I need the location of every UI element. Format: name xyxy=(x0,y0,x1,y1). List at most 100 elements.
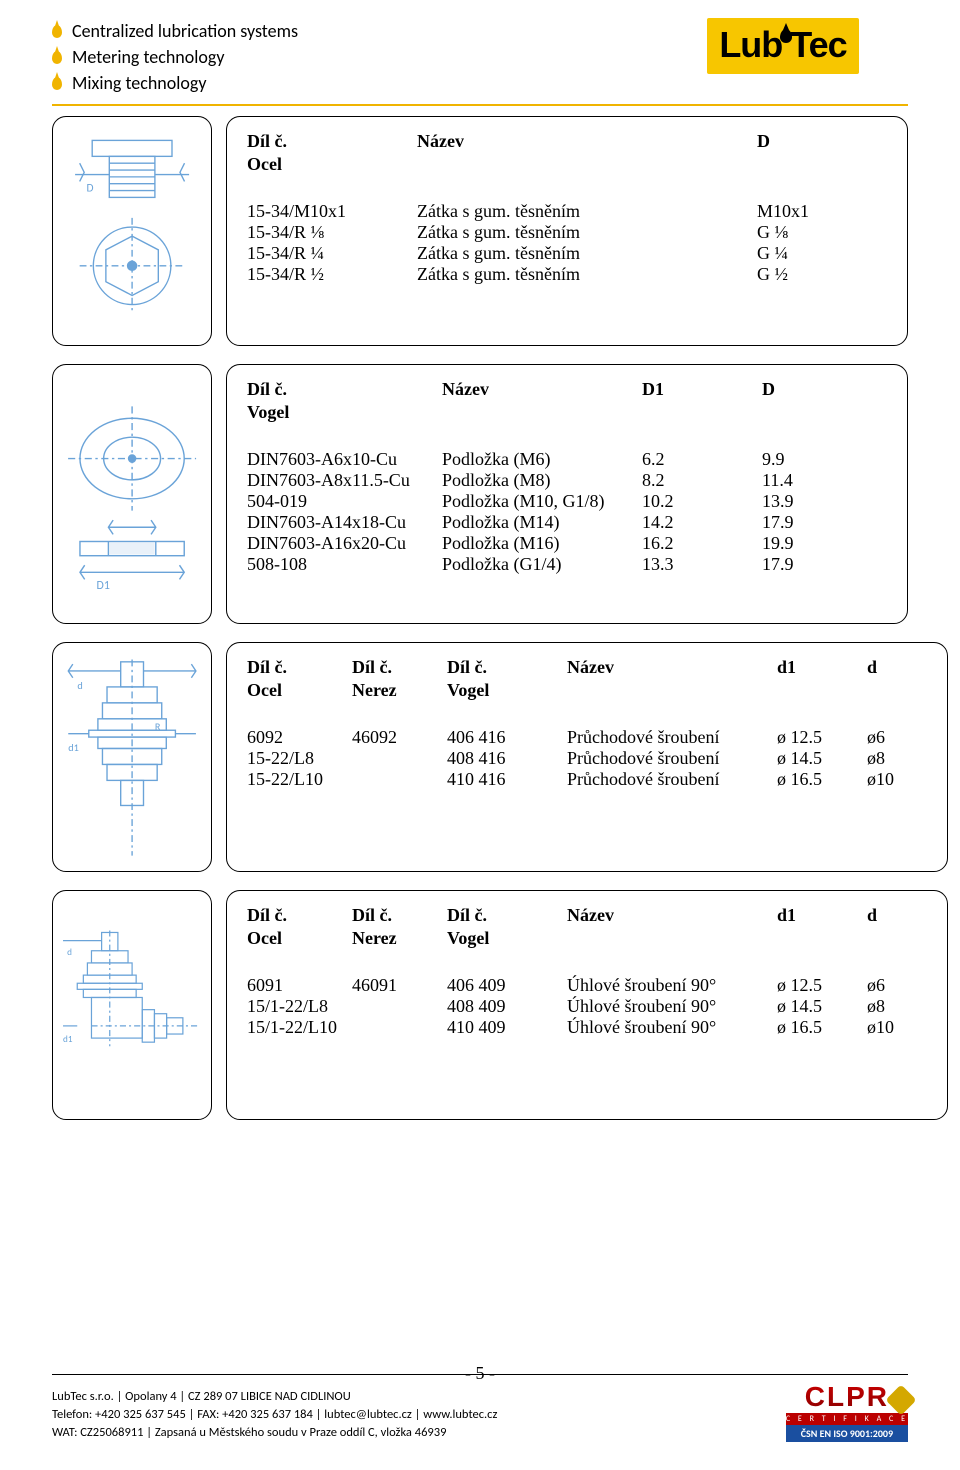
diagram-straight-fitting: d d1 R xyxy=(52,642,212,872)
cell: 508-108 xyxy=(247,554,442,575)
table-body: 609146091406 409Úhlové šroubení 90°ø 12.… xyxy=(247,975,927,1038)
cell: 17.9 xyxy=(762,512,862,533)
cell: 15/1-22/L10 xyxy=(247,1017,352,1038)
cell: DIN7603-A14x18-Cu xyxy=(247,512,442,533)
cell: 6.2 xyxy=(642,449,762,470)
table-row: 609246092406 416Průchodové šroubeníø 12.… xyxy=(247,727,927,748)
cell: Průchodové šroubení xyxy=(567,727,777,748)
diagram-plug: D xyxy=(52,116,212,346)
col-header: Díl č. xyxy=(352,905,447,926)
cell: DIN7603-A8x11.5-Cu xyxy=(247,470,442,491)
table-header: Díl č. Díl č. Díl č. Název d1 d xyxy=(247,905,927,926)
drop-icon xyxy=(52,25,62,38)
table-subheader: Ocel Nerez Vogel xyxy=(247,680,927,701)
cert-top: CLPR xyxy=(786,1381,908,1413)
diagram-washer: D1 xyxy=(52,364,212,624)
table-subheader: Vogel xyxy=(247,402,887,423)
cell: ø6 xyxy=(867,727,927,748)
cell: 6091 xyxy=(247,975,352,996)
svg-text:d: d xyxy=(77,679,82,692)
footer-rule xyxy=(52,1374,908,1375)
cell: ø 12.5 xyxy=(777,975,867,996)
cell: 6092 xyxy=(247,727,352,748)
cell xyxy=(352,1017,447,1038)
svg-text:d1: d1 xyxy=(68,740,79,753)
cell: 15-34/R ¼ xyxy=(247,243,417,264)
cell: ø 16.5 xyxy=(777,769,867,790)
table-plug: Díl č. Název D Ocel 15-34/M10x1Zátka s g… xyxy=(226,116,908,346)
table-row: DIN7603-A6x10-CuPodložka (M6)6.29.9 xyxy=(247,449,887,470)
cell: 410 416 xyxy=(447,769,567,790)
footer-line: Telefon: +420 325 637 545 | FAX: +420 32… xyxy=(52,1406,497,1424)
col-header: d1 xyxy=(777,905,867,926)
cell: Podložka (M14) xyxy=(442,512,642,533)
cell: 16.2 xyxy=(642,533,762,554)
table-header: Díl č. Název D1 D xyxy=(247,379,887,400)
cell: G ⅛ xyxy=(757,222,877,243)
cell: Úhlové šroubení 90° xyxy=(567,1017,777,1038)
cert-mid: C E R T I F I K A C E xyxy=(786,1413,908,1425)
svg-text:D1: D1 xyxy=(96,579,109,593)
cell: 10.2 xyxy=(642,491,762,512)
col-header: Díl č. xyxy=(447,905,567,926)
drop-icon xyxy=(52,51,62,64)
col-header: Díl č. xyxy=(247,131,417,152)
table-body: DIN7603-A6x10-CuPodložka (M6)6.29.9DIN76… xyxy=(247,449,887,575)
table-row: 15-34/R ⅛Zátka s gum. těsněnímG ⅛ xyxy=(247,222,887,243)
cell xyxy=(352,748,447,769)
cell: Zátka s gum. těsněním xyxy=(417,222,757,243)
table-row: 15-34/M10x1Zátka s gum. těsněnímM10x1 xyxy=(247,201,887,222)
col-header: Díl č. xyxy=(247,379,442,400)
diagram-angle-fitting: d d1 xyxy=(52,890,212,1120)
cell: Podložka (M6) xyxy=(442,449,642,470)
table-row: 15-22/L8408 416Průchodové šroubeníø 14.5… xyxy=(247,748,927,769)
table-row: 15/1-22/L10410 409Úhlové šroubení 90°ø 1… xyxy=(247,1017,927,1038)
cell: 15-34/R ⅛ xyxy=(247,222,417,243)
cert-badge: CLPR C E R T I F I K A C E ČSN EN ISO 90… xyxy=(786,1381,908,1442)
col-header: D xyxy=(762,379,862,400)
cell: 13.9 xyxy=(762,491,862,512)
table-body: 609246092406 416Průchodové šroubeníø 12.… xyxy=(247,727,927,790)
cell: 46091 xyxy=(352,975,447,996)
cell: 15-34/M10x1 xyxy=(247,201,417,222)
col-header: d xyxy=(867,905,927,926)
table-body: 15-34/M10x1Zátka s gum. těsněnímM10x115-… xyxy=(247,201,887,285)
cell: ø 14.5 xyxy=(777,996,867,1017)
col-subheader: Nerez xyxy=(352,928,447,949)
bullet-row: Metering technology xyxy=(52,44,298,70)
section-plug: D Díl č. Název D Ocel 15-34/M10x1Zátka s… xyxy=(52,116,908,346)
cell: Průchodové šroubení xyxy=(567,748,777,769)
table-row: 15-34/R ¼Zátka s gum. těsněnímG ¼ xyxy=(247,243,887,264)
table-row: 15/1-22/L8408 409Úhlové šroubení 90°ø 14… xyxy=(247,996,927,1017)
cell: DIN7603-A6x10-Cu xyxy=(247,449,442,470)
cert-bot: ČSN EN ISO 9001:2009 xyxy=(786,1425,908,1442)
cell: ø 14.5 xyxy=(777,748,867,769)
svg-text:d: d xyxy=(67,947,72,958)
cell: 9.9 xyxy=(762,449,862,470)
cell: M10x1 xyxy=(757,201,877,222)
cell: ø10 xyxy=(867,1017,927,1038)
col-subheader: Ocel xyxy=(247,928,352,949)
cell: Úhlové šroubení 90° xyxy=(567,996,777,1017)
cell: ø 16.5 xyxy=(777,1017,867,1038)
cell: DIN7603-A16x20-Cu xyxy=(247,533,442,554)
footer: LubTec s.r.o. | Opolany 4 | CZ 289 07 LI… xyxy=(52,1374,908,1442)
bullet-row: Centralized lubrication systems xyxy=(52,18,298,44)
table-header: Díl č. Název D xyxy=(247,131,887,152)
footer-text: LubTec s.r.o. | Opolany 4 | CZ 289 07 LI… xyxy=(52,1388,497,1442)
ribbon-icon xyxy=(885,1384,916,1415)
cell: 11.4 xyxy=(762,470,862,491)
col-header: Název xyxy=(417,131,757,152)
section-washer: D1 Díl č. Název D1 D Vogel DIN7603-A6x10… xyxy=(52,364,908,624)
drop-icon xyxy=(52,77,62,90)
col-subheader: Vogel xyxy=(247,402,442,423)
section-straight-fitting: d d1 R Díl č. Díl č. Díl č. Název d1 d O… xyxy=(52,642,908,872)
section-angle-fitting: d d1 Díl č. Díl č. Díl č. Název d1 d Oce… xyxy=(52,890,908,1120)
cell xyxy=(352,769,447,790)
cell: Podložka (M16) xyxy=(442,533,642,554)
cell: 17.9 xyxy=(762,554,862,575)
table-washer: Díl č. Název D1 D Vogel DIN7603-A6x10-Cu… xyxy=(226,364,908,624)
col-header: Název xyxy=(442,379,642,400)
col-header: d xyxy=(867,657,927,678)
bullet-row: Mixing technology xyxy=(52,70,298,96)
